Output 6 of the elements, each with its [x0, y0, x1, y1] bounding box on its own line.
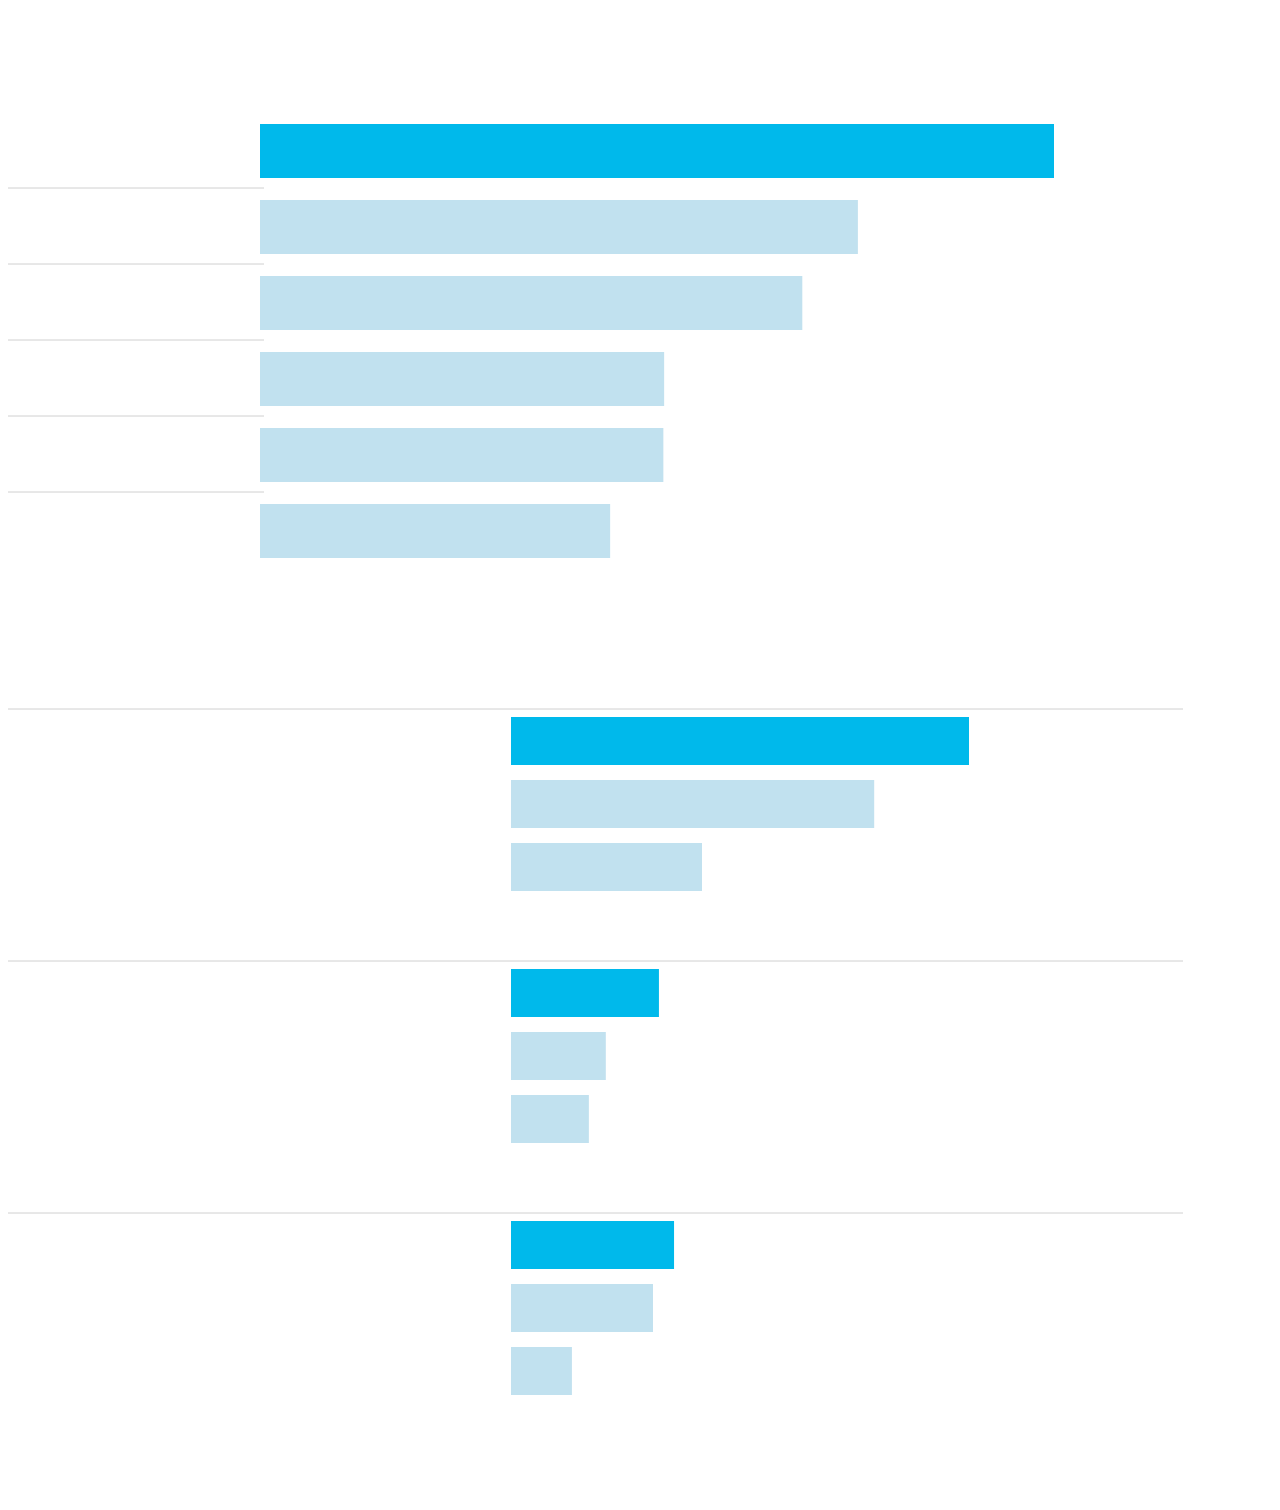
bar — [260, 504, 611, 558]
bar — [260, 428, 664, 482]
bar — [260, 124, 1054, 178]
bar — [260, 200, 858, 254]
bar — [260, 276, 803, 330]
bar — [260, 352, 665, 406]
